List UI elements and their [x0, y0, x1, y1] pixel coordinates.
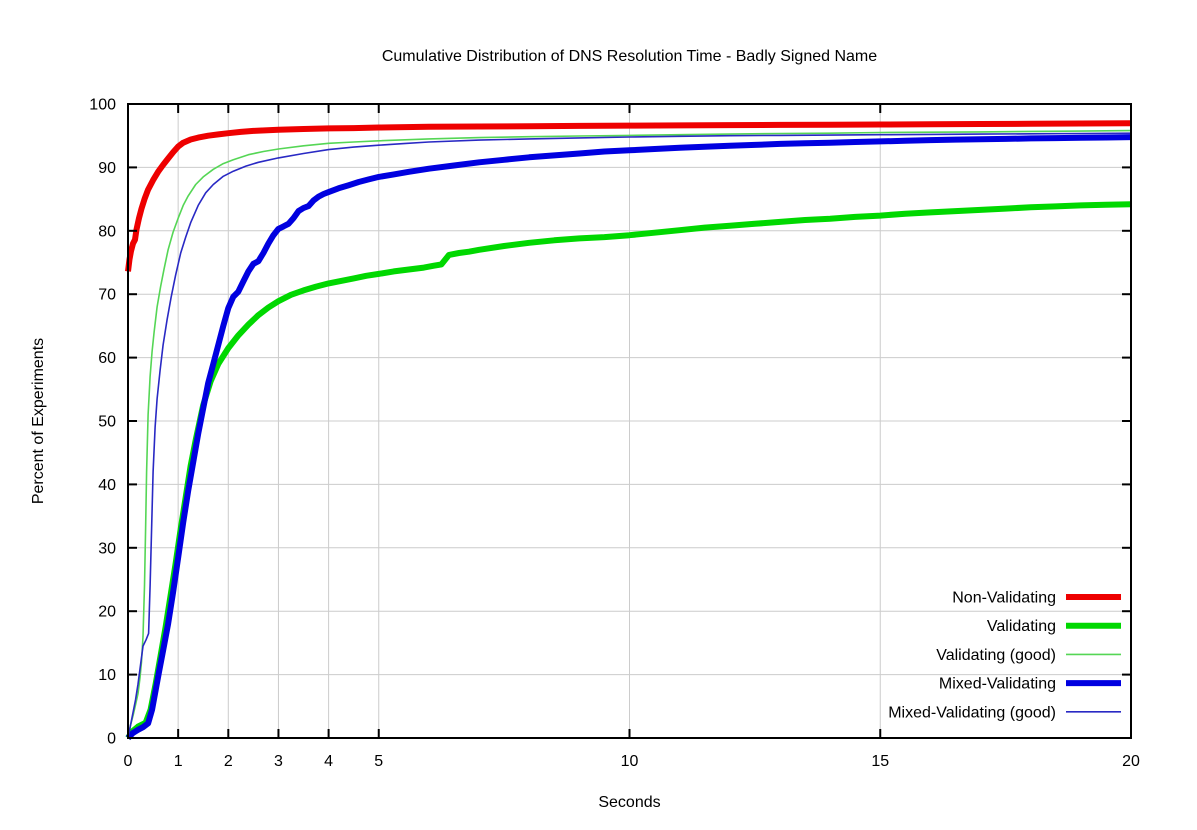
tick-marks	[127, 103, 1132, 739]
legend-label: Non-Validating	[952, 590, 1056, 607]
legend-label: Mixed-Validating (good)	[888, 704, 1056, 721]
y-tick-label: 20	[98, 604, 116, 621]
x-tick-label: 5	[374, 753, 383, 770]
legend-label: Validating (good)	[936, 647, 1056, 664]
y-tick-label: 60	[98, 350, 116, 367]
x-tick-label: 1	[174, 753, 183, 770]
y-tick-label: 30	[98, 540, 116, 557]
legend-item: Non-Validating	[952, 590, 1121, 607]
x-tick-labels: 0 1 2 3 4 5 10 15 20	[124, 753, 1140, 770]
y-tick-label: 10	[98, 667, 116, 684]
series-line-non-validating	[125, 120, 1132, 272]
legend: Non-Validating Validating Validating (good…	[888, 590, 1121, 721]
y-tick-label: 40	[98, 477, 116, 494]
x-tick-label: 0	[124, 753, 133, 770]
series-line-mixed-validating	[125, 134, 1132, 741]
x-axis-label: Seconds	[598, 794, 661, 811]
y-tick-label: 50	[98, 414, 116, 431]
legend-item: Mixed-Validating	[939, 676, 1121, 693]
y-tick-label: 70	[98, 287, 116, 304]
series-line-validating-good	[127, 129, 1132, 739]
legend-item: Mixed-Validating (good)	[888, 704, 1121, 721]
x-tick-label: 10	[621, 753, 639, 770]
legend-item: Validating (good)	[936, 647, 1121, 664]
chart-title: Cumulative Distribution of DNS Resolutio…	[381, 48, 878, 65]
gridlines	[128, 104, 1131, 738]
y-tick-label: 0	[107, 731, 116, 748]
x-tick-label: 15	[871, 753, 889, 770]
y-tick-label: 80	[98, 223, 116, 240]
legend-label: Validating	[987, 618, 1056, 635]
x-tick-label: 2	[224, 753, 233, 770]
x-tick-label: 20	[1122, 753, 1140, 770]
y-tick-label: 100	[89, 97, 116, 114]
x-tick-label: 3	[274, 753, 283, 770]
y-tick-label: 90	[98, 160, 116, 177]
legend-item: Validating	[987, 618, 1121, 635]
legend-label: Mixed-Validating	[939, 676, 1056, 693]
x-tick-label: 4	[324, 753, 333, 770]
y-tick-labels: 0 10 20 30 40 50 60 70 80 90 100	[89, 97, 116, 748]
series-group	[125, 120, 1132, 741]
series-line-mixed-validating-good	[127, 132, 1132, 739]
